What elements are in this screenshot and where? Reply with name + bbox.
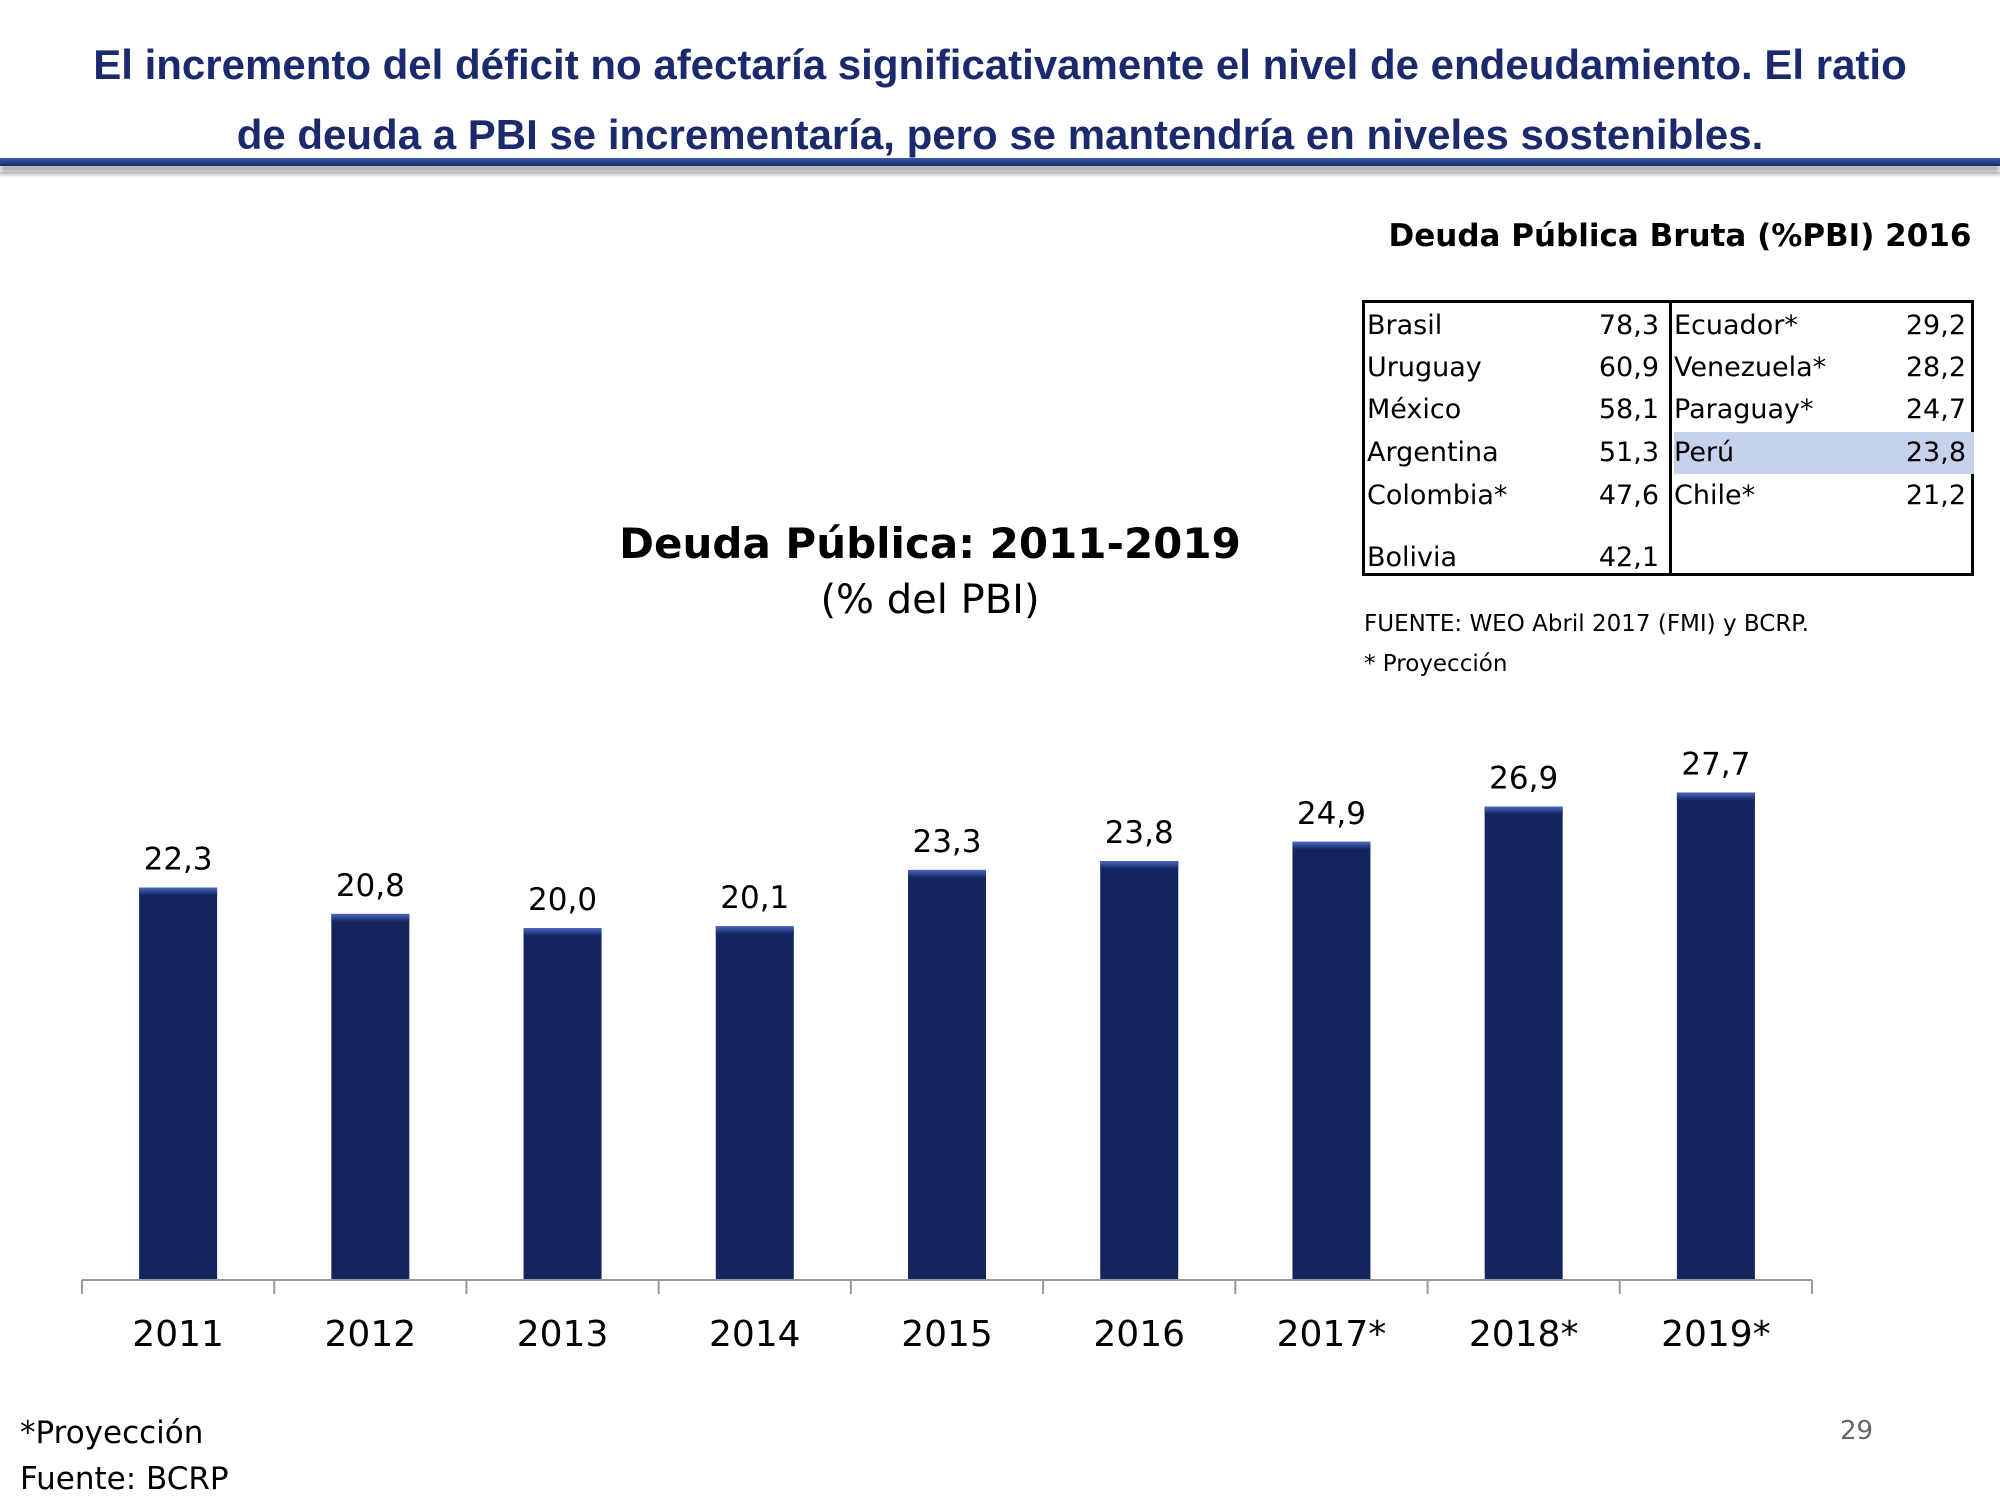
bar-2018* [1484, 806, 1563, 1280]
country-value: 29,2 [1905, 310, 1966, 341]
bar-2012 [331, 913, 410, 1280]
country-value: 47,6 [1598, 480, 1659, 511]
bar-value-label: 27,7 [1681, 746, 1750, 782]
bar-chart: 22,3 20,8 20,0 20,1 23,3 23,8 24,9 26,9 27,7 201… [81, 746, 1813, 1355]
header-divider-shadow [0, 172, 2000, 178]
table-source-note: FUENTE: WEO Abril 2017 (FMI) y BCRP. * P… [1364, 604, 1809, 684]
chart-title-block: Deuda Pública: 2011-2019 (% del PBI) [600, 516, 1260, 628]
country-value: 58,1 [1598, 394, 1659, 425]
bar-value-label: 23,3 [912, 824, 981, 860]
bar-2016 [1100, 861, 1179, 1280]
slide-headline: El incremento del déficit no afectaría s… [20, 30, 1980, 170]
x-tick-label: 2017* [1277, 1314, 1387, 1355]
x-tick-label: 2015 [901, 1314, 993, 1355]
headline-line-2: de deuda a PBI se incrementaría, pero se… [236, 111, 1764, 158]
debt-table-divider [1669, 303, 1672, 573]
bar-value-label: 24,9 [1297, 796, 1366, 832]
bar-2019* [1676, 792, 1755, 1280]
table-source: FUENTE: WEO Abril 2017 (FMI) y BCRP. [1364, 611, 1809, 637]
debt-table-row: Chile* 21,2 [1674, 475, 1974, 517]
country-name: Perú [1674, 437, 1735, 468]
x-tick-label: 2016 [1093, 1314, 1185, 1355]
bar-highlight [1292, 841, 1371, 850]
bar-highlight [1676, 792, 1755, 801]
bar-highlight [715, 926, 794, 935]
country-name: Colombia* [1367, 480, 1508, 511]
bar-2015 [908, 869, 986, 1280]
debt-table-row: Venezuela* 28,2 [1674, 347, 1974, 389]
bar-2017* [1292, 841, 1371, 1280]
country-value: 51,3 [1598, 437, 1659, 468]
projection-note: * Proyección [1364, 651, 1508, 677]
country-name: Venezuela* [1674, 352, 1827, 383]
page-number: 29 [1840, 1416, 1874, 1446]
bar-value-label: 20,1 [720, 880, 789, 916]
header-divider [0, 158, 2000, 166]
bar-2014 [715, 926, 794, 1280]
debt-table-row: Colombia* 47,6 [1367, 475, 1667, 517]
x-tick-label: 2018* [1469, 1314, 1579, 1355]
debt-table: Brasil 78,3 Uruguay 60,9 México 58,1 Arg… [1362, 300, 1974, 576]
debt-table-row: Ecuador* 29,2 [1674, 305, 1974, 347]
chart-title: Deuda Pública: 2011-2019 [619, 519, 1241, 568]
bar-highlight [139, 887, 218, 896]
country-name: Paraguay* [1674, 394, 1814, 425]
country-value: 23,8 [1905, 437, 1966, 468]
bar-highlight [1484, 806, 1563, 815]
debt-table-row: Bolivia 42,1 [1367, 537, 1667, 579]
country-name: Uruguay [1367, 352, 1482, 383]
debt-table-row: México 58,1 [1367, 389, 1667, 431]
bar-value-label: 22,3 [144, 842, 213, 878]
debt-table-row: Brasil 78,3 [1367, 305, 1667, 347]
bar-2013 [523, 928, 602, 1280]
country-name: Ecuador* [1674, 310, 1798, 341]
country-name: Bolivia [1367, 542, 1458, 573]
x-tick-label: 2014 [709, 1314, 801, 1355]
country-name: México [1367, 394, 1462, 425]
footnote-source: Fuente: BCRP [20, 1461, 229, 1497]
x-tick-label: 2012 [325, 1314, 417, 1355]
chart-subtitle: (% del PBI) [820, 577, 1040, 623]
bar-value-label: 20,8 [336, 868, 405, 904]
country-value: 28,2 [1905, 352, 1966, 383]
x-tick-label: 2011 [132, 1314, 224, 1355]
bar-value-label: 26,9 [1489, 761, 1558, 797]
bar-highlight [908, 869, 986, 878]
bar-value-label: 20,0 [528, 882, 597, 918]
country-name: Argentina [1367, 437, 1499, 468]
debt-table-row: Argentina 51,3 [1367, 432, 1667, 474]
debt-table-row: Paraguay* 24,7 [1674, 389, 1974, 431]
country-name: Brasil [1367, 310, 1443, 341]
x-tick-label: 2019* [1661, 1314, 1771, 1355]
bar-highlight [331, 913, 410, 922]
country-value: 60,9 [1598, 352, 1659, 383]
bar-value-label: 23,8 [1105, 815, 1174, 851]
headline-line-1: El incremento del déficit no afectaría s… [93, 41, 1907, 88]
country-value: 24,7 [1905, 394, 1966, 425]
debt-table-row: Uruguay 60,9 [1367, 347, 1667, 389]
bar-2011 [139, 887, 218, 1280]
debt-table-title: Deuda Pública Bruta (%PBI) 2016 [1388, 218, 1972, 254]
debt-table-row-highlighted: Perú 23,8 [1674, 432, 1974, 474]
bar-highlight [523, 928, 602, 936]
x-tick-label: 2013 [517, 1314, 609, 1355]
country-value: 42,1 [1598, 542, 1659, 573]
country-value: 21,2 [1905, 480, 1966, 511]
footnote-projection: *Proyección [20, 1415, 204, 1451]
country-name: Chile* [1674, 480, 1756, 511]
slide-footnote: *Proyección Fuente: BCRP [20, 1410, 229, 1502]
country-value: 78,3 [1598, 310, 1659, 341]
bar-highlight [1100, 861, 1179, 870]
